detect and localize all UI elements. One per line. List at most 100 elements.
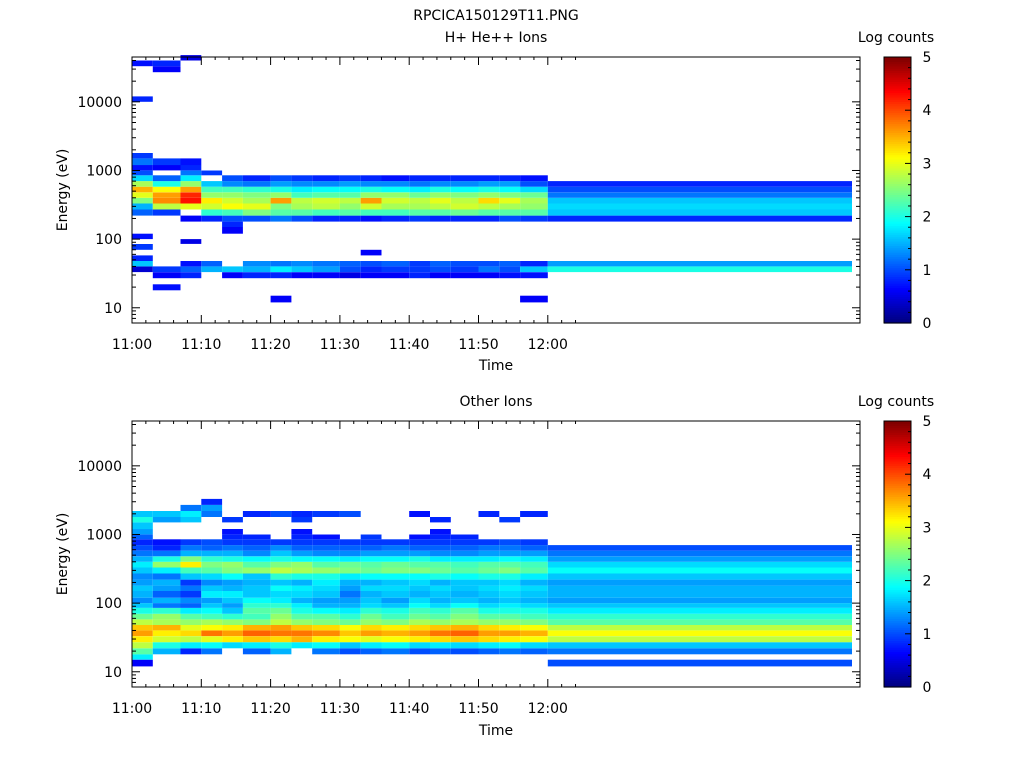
panel-bottom-axes: 11:00 11:10 11:20 11:30 11:40 11:50 12:00 10 100… — [77, 421, 860, 717]
heatmap-cell — [132, 529, 153, 535]
heatmap-cell — [291, 529, 313, 535]
colorbar-segment — [884, 587, 911, 591]
heatmap-cell — [152, 165, 181, 171]
colorbar-segment — [884, 534, 911, 537]
heatmap-cell — [381, 608, 410, 614]
colorbar-segment — [884, 68, 911, 71]
heatmap-cell — [450, 550, 479, 557]
colorbar-segment — [884, 562, 911, 566]
colorbar-segment — [884, 99, 911, 102]
heatmap-cell — [360, 579, 382, 586]
heatmap-cell — [201, 511, 223, 517]
colorbar-segment — [884, 269, 911, 273]
heatmap-cell — [499, 630, 521, 637]
heatmap-cell — [339, 272, 361, 279]
colorbar-segment — [884, 218, 911, 222]
heatmap-cell — [409, 272, 430, 279]
heatmap-cell — [450, 573, 479, 580]
colorbar-segment — [884, 624, 911, 628]
heatmap-cell — [381, 630, 410, 637]
colorbar-segment — [884, 112, 911, 116]
heatmap-cell — [339, 648, 361, 655]
colorbar-segment — [884, 616, 911, 619]
heatmap-cell — [201, 567, 223, 574]
heatmap-cell — [520, 539, 548, 546]
heatmap-cell — [547, 197, 852, 204]
heatmap-cell — [132, 209, 153, 216]
heatmap-cell — [132, 625, 153, 631]
heatmap-cell — [520, 573, 548, 580]
heatmap-cell — [312, 619, 340, 625]
colorbar-segment — [884, 440, 911, 444]
heatmap-cell — [339, 266, 361, 273]
heatmap-cell — [270, 636, 292, 643]
heatmap-cell — [360, 648, 382, 655]
heatmap-cell — [430, 529, 451, 535]
colorbar-segment — [884, 607, 911, 611]
heatmap-cell — [381, 636, 410, 643]
colorbar-segment — [884, 190, 911, 193]
colorbar-segment — [884, 103, 911, 107]
heatmap-cell — [270, 613, 292, 620]
heatmap-cell — [381, 625, 410, 631]
colorbar-segment — [884, 480, 911, 484]
heatmap-cell — [222, 636, 243, 643]
colorbar-segment — [884, 203, 911, 207]
heatmap-cell — [430, 192, 451, 198]
heatmap-cell — [478, 585, 500, 591]
heatmap-cell — [547, 636, 852, 643]
colorbar-segment — [884, 254, 911, 258]
heatmap-cell — [547, 203, 852, 210]
colorbar-segment — [884, 498, 911, 502]
heatmap-cell — [520, 619, 548, 625]
heatmap-cell — [242, 266, 271, 273]
heatmap-cell — [312, 591, 340, 598]
heatmap-cell — [430, 591, 451, 598]
heatmap-cell — [180, 597, 202, 604]
heatmap-cell — [499, 642, 521, 649]
heatmap-cell — [222, 591, 243, 598]
colorbar-segment — [884, 223, 911, 227]
heatmap-cell — [360, 192, 382, 198]
heatmap-cell — [360, 545, 382, 551]
x-tick-label: 12:00 — [528, 337, 568, 353]
colorbar-segment — [884, 567, 911, 571]
heatmap-cell — [381, 567, 410, 574]
heatmap-cell — [222, 266, 243, 273]
heatmap-cell — [430, 261, 451, 267]
colorbar-segment — [884, 178, 911, 182]
colorbar-segment — [884, 507, 911, 511]
heatmap-cell — [312, 630, 340, 637]
colorbar-segment — [884, 454, 911, 458]
heatmap-cell — [270, 209, 292, 216]
heatmap-cell — [339, 642, 361, 649]
colorbar-segment — [884, 90, 911, 94]
heatmap-cell — [478, 579, 500, 586]
heatmap-cell — [520, 203, 548, 210]
heatmap-cell — [520, 648, 548, 655]
colorbar-segment — [884, 145, 911, 149]
heatmap-cell — [152, 608, 181, 614]
heatmap-cell — [132, 608, 153, 614]
heatmap-cell — [132, 534, 153, 540]
colorbar-tick-label: 0 — [923, 680, 932, 696]
colorbar-segment — [884, 660, 911, 664]
heatmap-cell — [152, 272, 181, 279]
heatmap-cell — [152, 197, 181, 204]
colorbar-segment — [884, 491, 911, 495]
heatmap-cell — [450, 534, 479, 540]
colorbar-segment — [884, 161, 911, 164]
heatmap-cell — [132, 266, 153, 273]
heatmap-cell — [312, 197, 340, 204]
heatmap-cell — [450, 272, 479, 279]
heatmap-cell — [270, 539, 292, 546]
heatmap-cell — [152, 591, 181, 598]
heatmap-cell — [201, 498, 223, 505]
colorbar-segment — [884, 225, 911, 229]
colorbar-tick-label: 5 — [923, 414, 932, 430]
heatmap-cell — [478, 539, 500, 546]
heatmap-cell — [520, 630, 548, 637]
heatmap-cell — [291, 597, 313, 604]
heatmap-cell — [478, 597, 500, 604]
heatmap-cell — [132, 654, 153, 660]
